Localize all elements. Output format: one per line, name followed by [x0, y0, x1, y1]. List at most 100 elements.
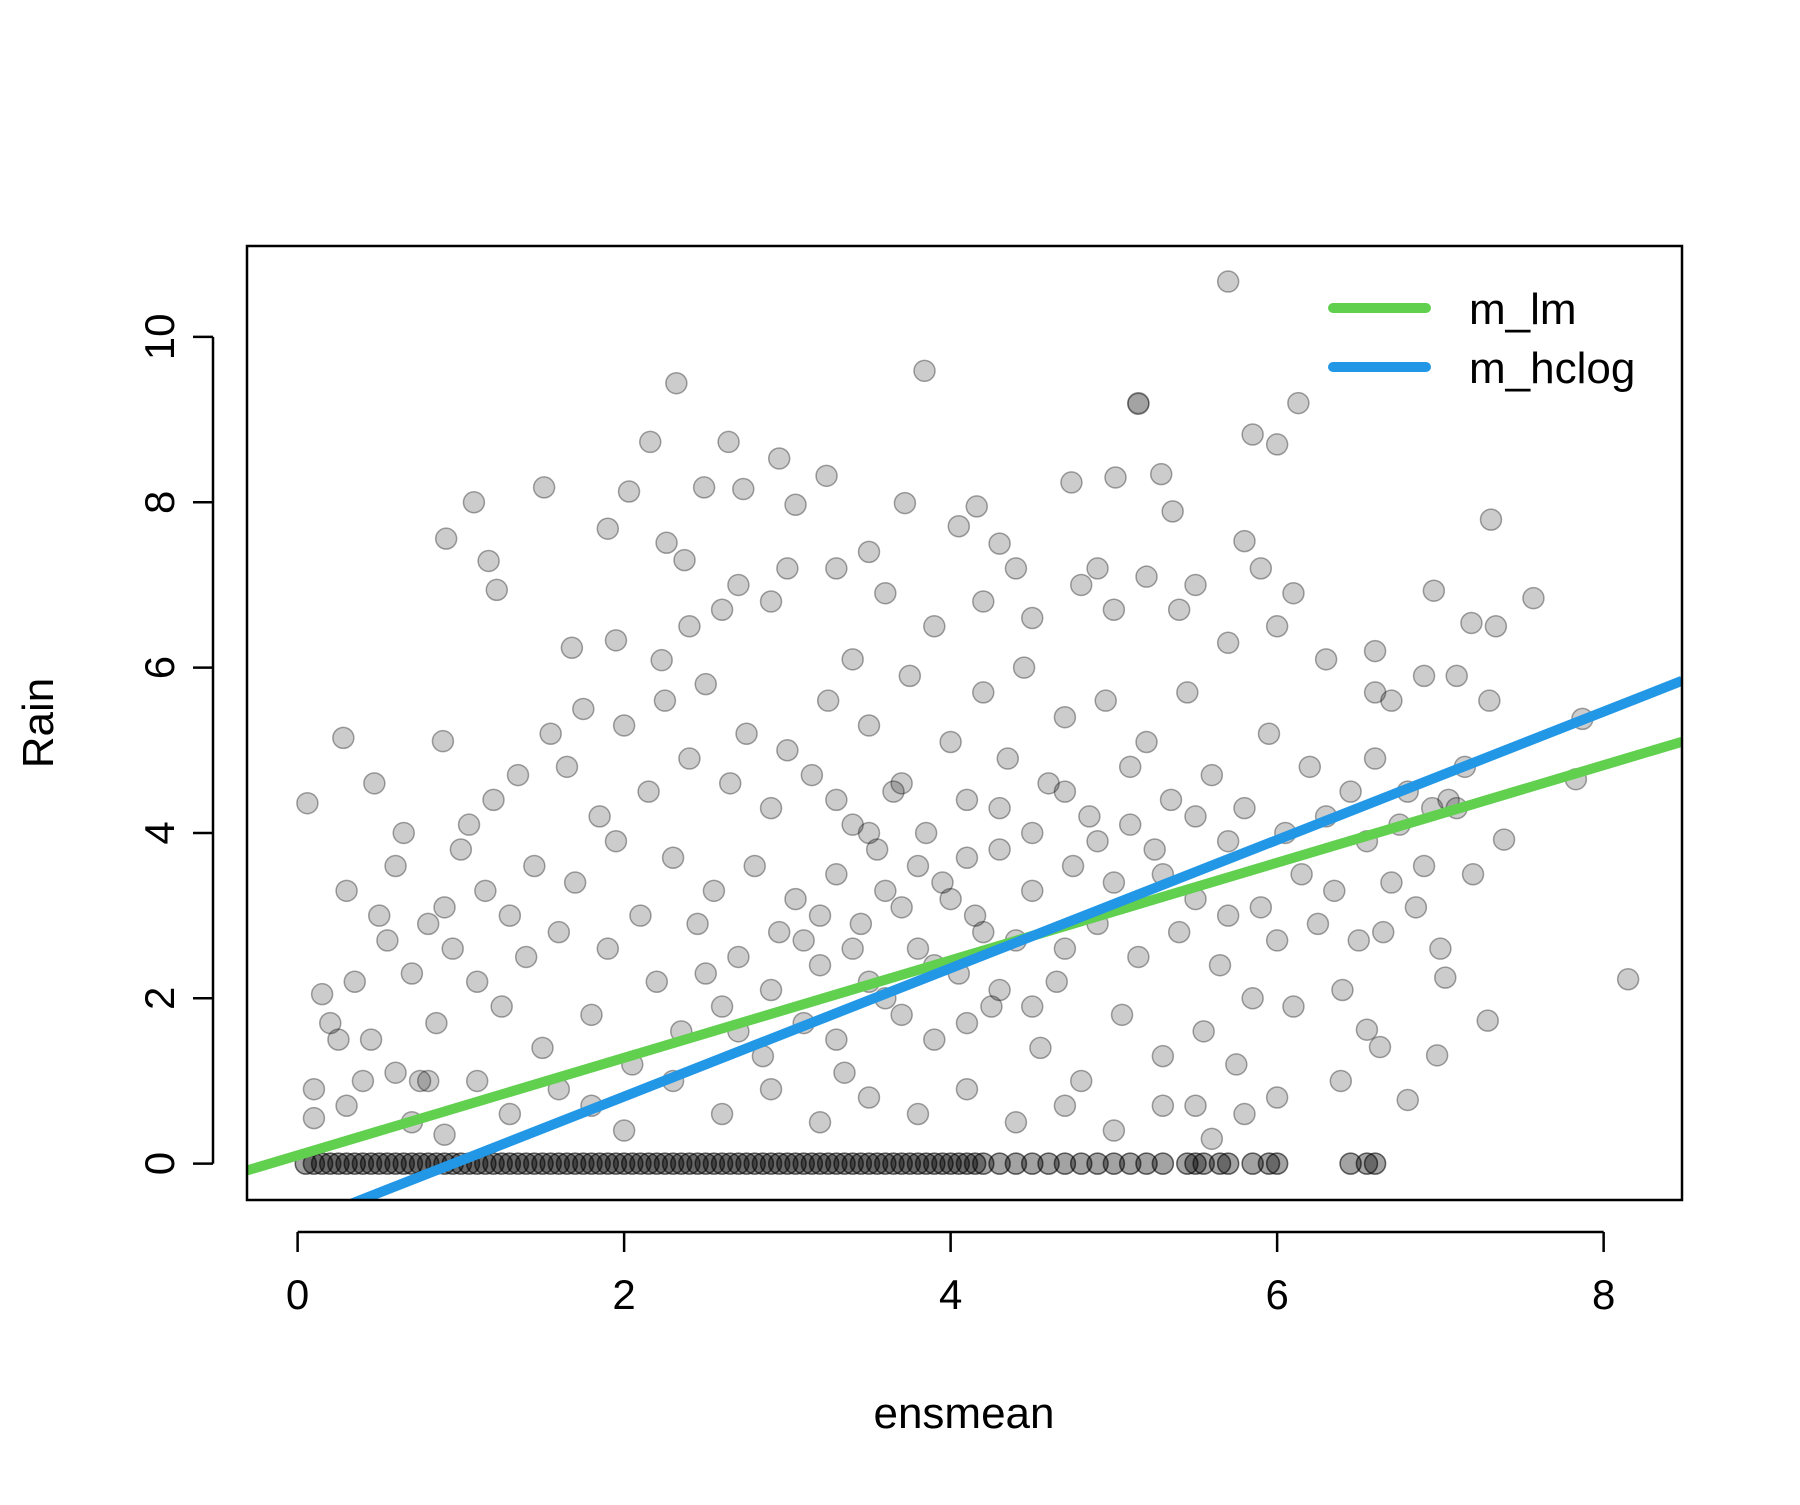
data-point [816, 1152, 840, 1175]
data-point [604, 629, 628, 652]
data-point [1265, 1152, 1289, 1175]
data-point [972, 1152, 995, 1175]
data-point [1060, 471, 1083, 494]
data-point [1053, 780, 1077, 803]
data-point [1233, 796, 1256, 820]
data-point [1282, 995, 1305, 1018]
data-point [996, 747, 1020, 770]
data-point [580, 1152, 603, 1175]
data-point [1167, 598, 1191, 621]
data-point [408, 1069, 432, 1093]
data-point [751, 1152, 775, 1175]
data-point [612, 714, 636, 737]
data-point [1004, 1152, 1028, 1175]
data-point [310, 982, 334, 1006]
data-point [1339, 1152, 1362, 1175]
data-point [670, 1152, 693, 1175]
data-point [1078, 805, 1101, 828]
y-axis: 0 2 4 6 8 10 [136, 314, 215, 1175]
data-point [547, 1152, 571, 1175]
data-point [1149, 462, 1173, 486]
data-point [531, 1036, 554, 1060]
data-point [833, 1152, 856, 1175]
data-point [384, 1152, 407, 1175]
data-point [1233, 529, 1256, 553]
data-point [539, 1152, 562, 1175]
data-point [906, 937, 930, 960]
data-point [1069, 1069, 1093, 1093]
data-point [1102, 598, 1126, 621]
data-point [955, 1152, 979, 1175]
data-point [857, 821, 881, 845]
data-point [923, 1028, 946, 1051]
data-point [1265, 1152, 1289, 1175]
data-point [988, 796, 1011, 820]
data-point [694, 1152, 717, 1175]
data-point [849, 912, 873, 936]
data-point [972, 681, 995, 704]
data-point [759, 1077, 783, 1101]
data-point [637, 1152, 660, 1175]
data-point [1021, 821, 1044, 845]
data-point [1208, 953, 1232, 977]
data-point [808, 1152, 832, 1175]
data-point [319, 1011, 342, 1035]
data-point [816, 689, 840, 712]
data-point [653, 1152, 677, 1175]
data-point [1102, 1152, 1126, 1175]
data-point [1167, 920, 1191, 944]
data-point [751, 1152, 775, 1175]
data-point [629, 1152, 652, 1175]
data-point [498, 904, 522, 927]
data-point [1314, 648, 1338, 671]
data-point [351, 1069, 375, 1093]
data-point [1479, 508, 1503, 531]
data-point [732, 477, 755, 501]
data-point [477, 549, 500, 573]
data-point [988, 532, 1011, 555]
data-point [890, 1152, 913, 1175]
data-point [1021, 995, 1044, 1018]
y-tick-label: 2 [136, 987, 183, 1010]
data-point [939, 1152, 962, 1175]
data-point [890, 772, 913, 795]
data-point [1265, 1086, 1289, 1109]
data-point [857, 1152, 881, 1175]
data-point [367, 1152, 391, 1175]
data-point [1241, 987, 1264, 1010]
data-point [743, 1152, 766, 1175]
data-point [841, 1152, 864, 1175]
data-point [392, 821, 415, 845]
data-point [1029, 1036, 1052, 1060]
data-point [882, 1152, 905, 1175]
data-point [1233, 1102, 1256, 1126]
data-point [914, 1152, 938, 1175]
data-point [898, 1152, 922, 1175]
data-point [673, 548, 696, 572]
data-point [784, 1152, 807, 1175]
data-point [939, 887, 962, 911]
data-point [965, 495, 988, 518]
data-point [1257, 1152, 1281, 1175]
data-point [808, 904, 832, 927]
data-point [841, 648, 864, 671]
data-point [988, 1152, 1011, 1175]
y-tick-label: 4 [136, 821, 183, 844]
data-point [661, 1152, 685, 1175]
data-point [1282, 581, 1305, 605]
data-point [661, 846, 685, 870]
data-point [1118, 1152, 1142, 1175]
data-point [1287, 391, 1310, 415]
data-point [1445, 664, 1468, 688]
data-point [665, 371, 688, 395]
data-point [604, 1152, 628, 1175]
data-point [767, 1152, 791, 1175]
y-tick-label: 6 [136, 656, 183, 679]
x-tick-label: 8 [1592, 1271, 1615, 1318]
data-point [808, 1152, 832, 1175]
data-point [1069, 1152, 1093, 1175]
data-point [296, 791, 319, 815]
data-point [1135, 730, 1158, 754]
data-point [857, 714, 881, 737]
data-point [727, 573, 750, 597]
